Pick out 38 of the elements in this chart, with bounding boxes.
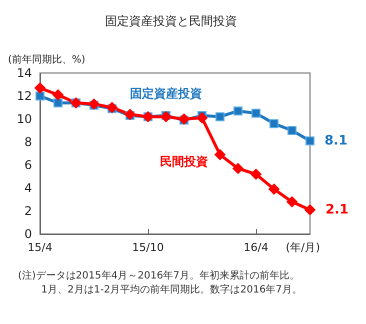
- y-axis-title: (前年同期比、%): [8, 54, 86, 66]
- y-tick-label: 12: [16, 89, 32, 103]
- text: (注)データは2015年4月～2016年7月。年初来累計の前年比。: [18, 270, 300, 282]
- point: [196, 112, 208, 124]
- point: [252, 108, 260, 118]
- point: [34, 82, 46, 94]
- x-tick-label: 15/10: [132, 241, 164, 254]
- point: [288, 126, 296, 135]
- y-tick-label: 10: [16, 112, 32, 126]
- chart-title: 固定資産投資と民間投資: [105, 14, 237, 28]
- point: [216, 112, 224, 122]
- y-tick-label: 0: [24, 227, 32, 241]
- series-label: 民間投資: [160, 154, 208, 169]
- point: [52, 89, 64, 100]
- point: [214, 149, 226, 160]
- point: [54, 98, 62, 108]
- y-tick-label: 4: [24, 181, 32, 195]
- y-tick-label: 2: [24, 204, 32, 218]
- point: [268, 184, 280, 195]
- point: [232, 162, 244, 174]
- point: [306, 136, 314, 146]
- y-tick-label: 6: [24, 158, 32, 172]
- point: [304, 204, 316, 216]
- text: 1月、2月は1-2月平均の前年同期比。数字は2016年7月。: [18, 284, 302, 296]
- x-tick-label: 15/4: [28, 241, 52, 254]
- point: [124, 108, 136, 120]
- series-label: 固定資産投資: [130, 86, 202, 101]
- y-tick-label: 14: [16, 66, 32, 80]
- point: [270, 119, 278, 128]
- x-axis-title: (年/月): [286, 241, 320, 254]
- y-tick-label: 8: [24, 135, 32, 149]
- data-label: 8.1: [324, 133, 348, 148]
- point: [250, 168, 262, 180]
- point: [36, 92, 44, 100]
- data-label: 2.1: [326, 202, 349, 218]
- point: [234, 106, 242, 116]
- point: [286, 196, 298, 208]
- x-tick-label: 16/4: [244, 241, 268, 254]
